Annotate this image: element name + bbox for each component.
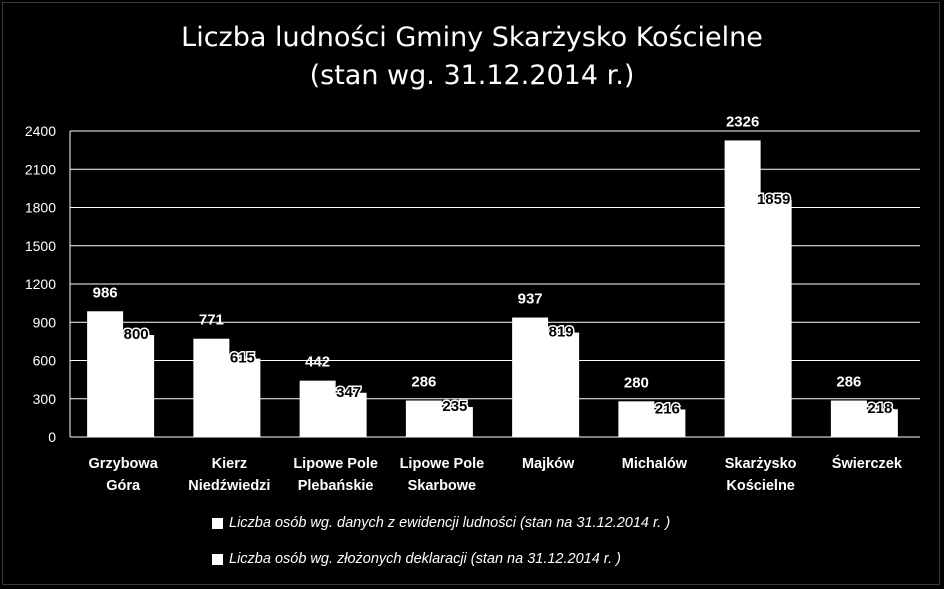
x-tick-label: Kierz	[212, 456, 247, 472]
bar-series-1	[406, 401, 442, 437]
y-tick-label: 900	[33, 314, 57, 330]
data-label-series-1: 937	[518, 291, 543, 308]
data-label-series-2: 235	[442, 398, 467, 415]
y-tick-label: 300	[33, 391, 57, 407]
data-label-series-2: 1859	[757, 191, 790, 208]
x-tick-label: Plebańskie	[298, 478, 374, 494]
x-tick-label: Lipowe Pole	[400, 456, 485, 472]
bar-series-1	[831, 401, 867, 437]
x-tick-label: Majków	[522, 456, 575, 472]
data-label-series-1: 2326	[726, 113, 759, 130]
bar-series-1	[618, 401, 654, 437]
legend-entry-series-1: Liczba osób wg. danych z ewidencji ludno…	[212, 515, 670, 531]
legend-entry-series-2: Liczba osób wg. złożonych deklaracji (st…	[212, 551, 621, 567]
bar-series-1	[193, 339, 229, 437]
data-label-series-2: 615	[230, 350, 255, 367]
bar-series-1	[300, 381, 336, 437]
x-tick-label: Góra	[106, 478, 141, 494]
x-tick-label: Świerczek	[832, 454, 903, 472]
data-label-series-1: 442	[305, 354, 330, 371]
x-tick-label: Kościelne	[726, 478, 795, 494]
x-tick-label: Lipowe Pole	[293, 456, 378, 472]
x-tick-label: Skarżysko	[725, 456, 797, 472]
x-tick-label: Skarbowe	[408, 478, 477, 494]
data-label-series-1: 286	[836, 374, 861, 391]
legend-swatch-series-1	[212, 518, 223, 529]
legend-label-series-1: Liczba osób wg. danych z ewidencji ludno…	[229, 515, 670, 531]
y-tick-label: 0	[48, 429, 56, 445]
x-tick-label: Grzybowa	[88, 456, 158, 472]
data-label-series-1: 280	[624, 374, 649, 391]
y-tick-label: 600	[33, 353, 57, 369]
y-tick-label: 1500	[25, 238, 56, 254]
data-label-series-2: 218	[867, 400, 892, 417]
bar-series-2	[543, 333, 579, 437]
bar-series-2	[118, 335, 154, 437]
x-tick-label: Niedźwiedzi	[188, 478, 270, 494]
bar-series-2	[224, 359, 260, 437]
bar-series-1	[512, 318, 548, 437]
data-label-series-2: 819	[549, 324, 574, 341]
y-tick-label: 2100	[25, 161, 56, 177]
data-label-series-1: 771	[199, 312, 224, 329]
y-tick-label: 1200	[25, 276, 56, 292]
legend-label-series-2: Liczba osób wg. złożonych deklaracji (st…	[229, 551, 621, 567]
y-tick-label: 1800	[25, 200, 56, 216]
legend-swatch-series-2	[212, 554, 223, 565]
bar-series-1	[725, 140, 761, 437]
data-label-series-1: 986	[93, 284, 118, 301]
data-label-series-1: 286	[411, 374, 436, 391]
x-tick-label: Michalów	[622, 456, 688, 472]
bar-series-2	[756, 200, 792, 437]
data-label-series-2: 216	[655, 400, 680, 417]
bar-series-1	[87, 311, 123, 437]
data-label-series-2: 800	[124, 326, 149, 343]
data-label-series-2: 347	[336, 384, 361, 401]
y-tick-label: 2400	[25, 123, 56, 139]
